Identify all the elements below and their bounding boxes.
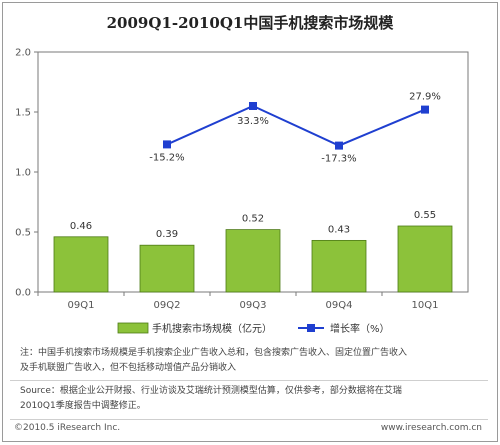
growth-data-label: -15.2%	[149, 152, 184, 163]
bar	[397, 225, 453, 293]
y-tick-label: 0.5	[15, 228, 31, 239]
growth-point	[163, 140, 171, 149]
growth-data-label: -17.3%	[321, 154, 356, 165]
bar-data-label: 0.46	[70, 221, 92, 232]
growth-point	[249, 102, 257, 110]
bar	[311, 239, 367, 293]
note-line-2: 及手机联盟广告收入，但不包括移动增值产品分销收入	[20, 363, 237, 373]
source-line-1: Source：根据企业公开财报、行业访谈及艾瑞统计预测模型估算，仅供参考，部分数…	[20, 386, 402, 396]
legend-bar-swatch	[117, 322, 149, 334]
bar-data-label: 0.52	[242, 214, 264, 225]
growth-data-label: 33.3%	[237, 116, 269, 127]
legend-line-label: 增长率（%）	[330, 322, 390, 335]
growth-line	[166, 104, 426, 147]
legend-bar-label: 手机搜索市场规模（亿元）	[152, 322, 272, 335]
x-tick-label: 09Q1	[68, 300, 95, 311]
copyright-text: ©2010.5 iResearch Inc.	[14, 423, 121, 433]
chart-title: 2009Q1-2010Q1中国手机搜索市场规模	[106, 14, 394, 32]
source-line-2: 2010Q1季度报告中调整修正。	[20, 401, 146, 411]
note-separator	[10, 380, 488, 381]
growth-point	[421, 105, 429, 114]
website-text: www.iresearch.com.cn	[380, 423, 482, 433]
legend-line-marker	[307, 324, 315, 332]
bar-data-label: 0.43	[328, 224, 350, 235]
x-tick-label: 09Q2	[154, 300, 181, 311]
bar	[139, 244, 195, 293]
y-tick-label: 1.5	[15, 108, 31, 119]
growth-data-label: 27.9%	[409, 92, 441, 103]
bar-data-label: 0.55	[414, 210, 436, 221]
x-tick-label: 10Q1	[412, 300, 439, 311]
bar	[225, 229, 281, 293]
note-line-1: 注：中国手机搜索市场规模是手机搜索企业广告收入总和，包含搜索广告收入、固定位置广…	[20, 348, 408, 358]
bar	[53, 236, 109, 293]
x-tick-label: 09Q4	[326, 300, 353, 311]
y-tick-label: 1.0	[15, 168, 31, 179]
y-tick-label: 2.0	[15, 48, 31, 59]
bar-data-label: 0.39	[156, 229, 178, 240]
y-tick-label: 0.0	[15, 288, 31, 299]
footer-separator	[10, 419, 488, 420]
x-tick-label: 09Q3	[240, 300, 267, 311]
growth-point	[335, 141, 343, 150]
